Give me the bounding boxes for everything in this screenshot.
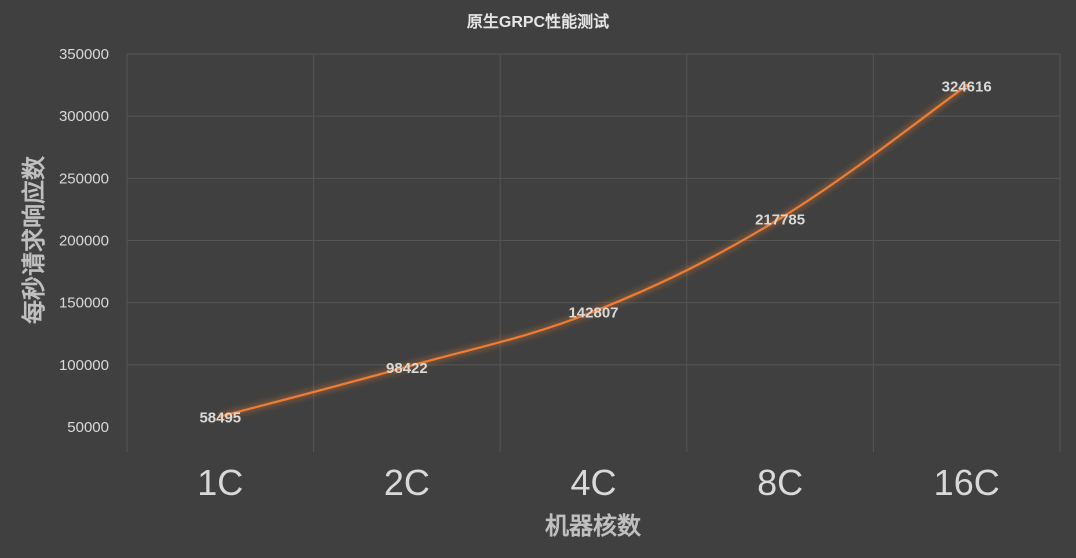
series-line	[219, 84, 968, 418]
x-tick-label: 1C	[197, 462, 243, 503]
y-tick-label: 150000	[59, 295, 109, 312]
data-point	[592, 310, 595, 314]
data-label: 324616	[942, 79, 992, 96]
data-point	[405, 365, 409, 369]
y-axis-label: 每秒请求响应数	[20, 155, 48, 324]
y-tick-label: 250000	[59, 170, 109, 187]
x-tick-label: 8C	[757, 462, 803, 503]
y-tick-label: 200000	[59, 233, 109, 250]
y-tick-label: 50000	[67, 419, 109, 436]
data-label: 98422	[386, 360, 428, 377]
data-label: 142807	[568, 305, 618, 322]
series-group	[218, 84, 969, 418]
x-axis-label: 机器核数	[545, 512, 642, 540]
grid	[126, 53, 1061, 452]
x-axis-ticks: 1C 2C 4C 8C 16C	[197, 462, 999, 503]
y-tick-label: 300000	[59, 108, 109, 125]
data-labels: 58495 98422 142807 217785 324616	[199, 79, 991, 427]
data-point	[218, 414, 222, 418]
y-axis-ticks: 50000 100000 150000 200000 250000 300000 35000…	[59, 46, 109, 436]
x-tick-label: 4C	[570, 462, 616, 503]
x-tick-label: 2C	[384, 462, 430, 503]
y-tick-label: 350000	[59, 46, 109, 63]
data-label: 58495	[199, 409, 241, 426]
chart-title: 原生GRPC性能测试	[467, 12, 609, 31]
y-tick-label: 100000	[59, 357, 109, 374]
x-tick-label: 16C	[934, 462, 1000, 503]
data-label: 217785	[755, 211, 805, 228]
data-point	[778, 216, 782, 220]
data-point	[965, 84, 969, 88]
